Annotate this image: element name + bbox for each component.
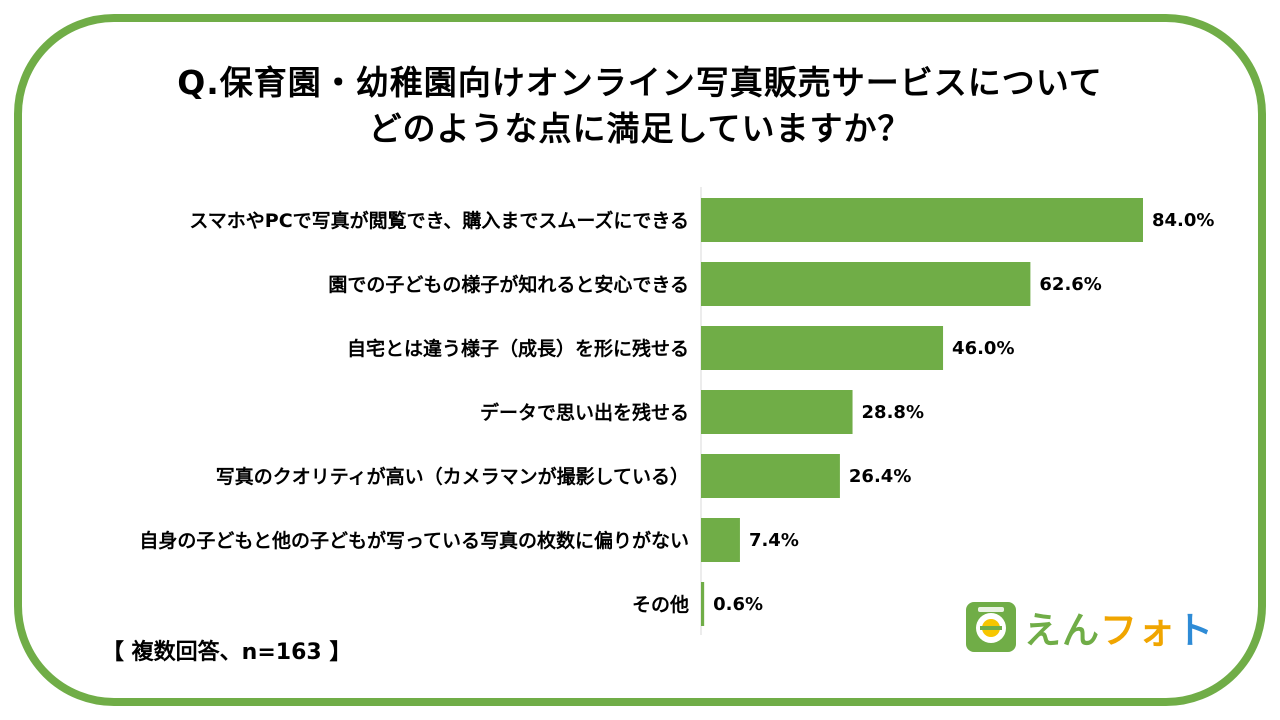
chart-title-line-2: どのような点に満足していますか？ [368,109,912,148]
category-label-3: データで思い出を残せる [480,401,689,424]
bar-5 [701,518,740,562]
bar-1 [701,262,1031,306]
value-label-2: 46.0% [952,338,1014,359]
category-label-4: 写真のクオリティが高い（カメラマンが撮影している） [216,465,689,488]
value-label-5: 7.4% [749,530,799,551]
category-label-5: 自身の子どもと他の子どもが写っている写真の枚数に偏りがない [139,529,689,552]
category-label-1: 園での子どもの様子が知れると安心できる [328,273,689,296]
bar-2 [701,326,944,370]
category-label-0: スマホやPCで写真が閲覧でき、購入までスムーズにできる [189,209,689,232]
chart-title-line-1: Q.保育園・幼稚園向けオンライン写真販売サービスについて [177,63,1103,102]
value-label-6: 0.6% [713,594,763,615]
category-label-2: 自宅とは違う様子（成長）を形に残せる [347,337,689,360]
bar-0 [701,198,1143,242]
enphoto-logo: えんフォト [966,601,1214,653]
logo-text-part-1: えん [1024,609,1100,652]
value-label-0: 84.0% [1152,210,1214,231]
rounded-border-frame [14,14,1266,706]
value-label-4: 26.4% [849,466,911,487]
bar-6 [701,582,705,626]
bar-3 [701,390,853,434]
value-label-3: 28.8% [862,402,924,423]
e-leaf-logo-icon [966,602,1016,652]
sample-size-note: 【 複数回答、n=163 】 [102,640,352,665]
value-label-1: 62.6% [1039,274,1101,295]
bar-4 [701,454,840,498]
logo-text-part-2: フォ [1100,609,1176,652]
category-label-6: その他 [632,593,689,616]
logo-text-part-3: ト [1176,609,1214,652]
logo-wordmark: えんフォト [1024,600,1214,654]
